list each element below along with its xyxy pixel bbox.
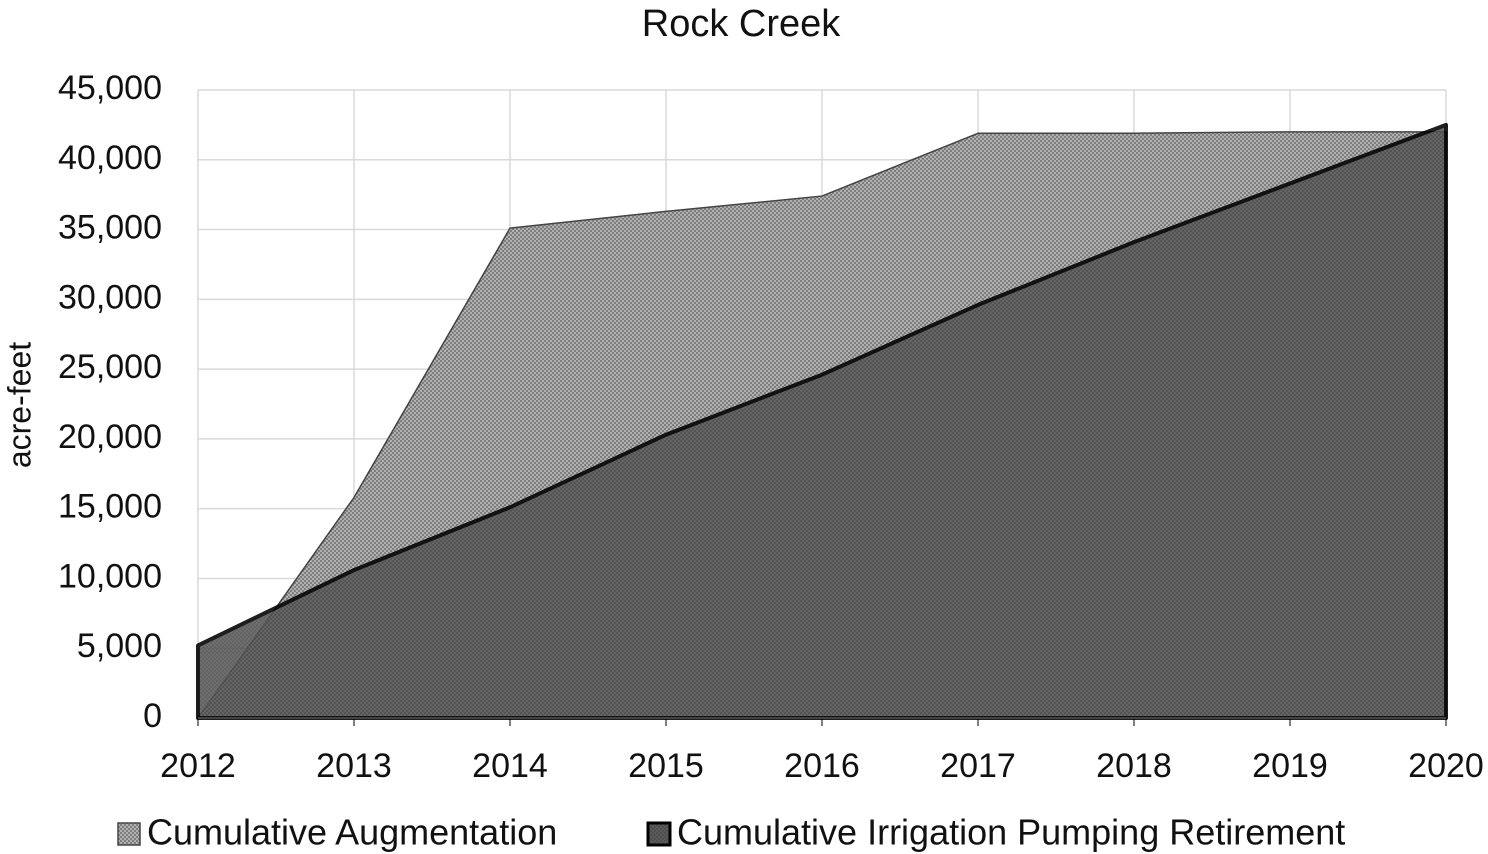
y-tick-label: 0 (143, 697, 162, 735)
y-tick-label: 45,000 (58, 69, 162, 107)
x-tick-label: 2019 (1252, 747, 1328, 785)
y-tick-label: 20,000 (58, 418, 162, 456)
x-tick-label: 2017 (940, 747, 1016, 785)
x-tick-label: 2014 (472, 747, 548, 785)
x-tick-label: 2012 (160, 747, 236, 785)
y-tick-label: 5,000 (77, 627, 162, 665)
x-tick-label: 2020 (1408, 747, 1484, 785)
legend-swatch (646, 821, 672, 847)
y-tick-label: 40,000 (58, 139, 162, 177)
y-tick-label: 10,000 (58, 557, 162, 595)
y-tick-label: 25,000 (58, 348, 162, 386)
chart-title: Rock Creek (642, 3, 841, 45)
x-tick-label: 2018 (1096, 747, 1172, 785)
legend-swatch (117, 822, 141, 846)
legend-label: Cumulative Augmentation (147, 812, 557, 853)
x-tick-label: 2013 (316, 747, 392, 785)
y-tick-label: 15,000 (58, 488, 162, 526)
x-tick-label: 2016 (784, 747, 860, 785)
x-tick-label: 2015 (628, 747, 704, 785)
y-tick-label: 35,000 (58, 209, 162, 247)
y-axis-label: acre-feet (1, 342, 37, 468)
legend-label: Cumulative Irrigation Pumping Retirement (677, 812, 1345, 853)
y-tick-label: 30,000 (58, 278, 162, 316)
